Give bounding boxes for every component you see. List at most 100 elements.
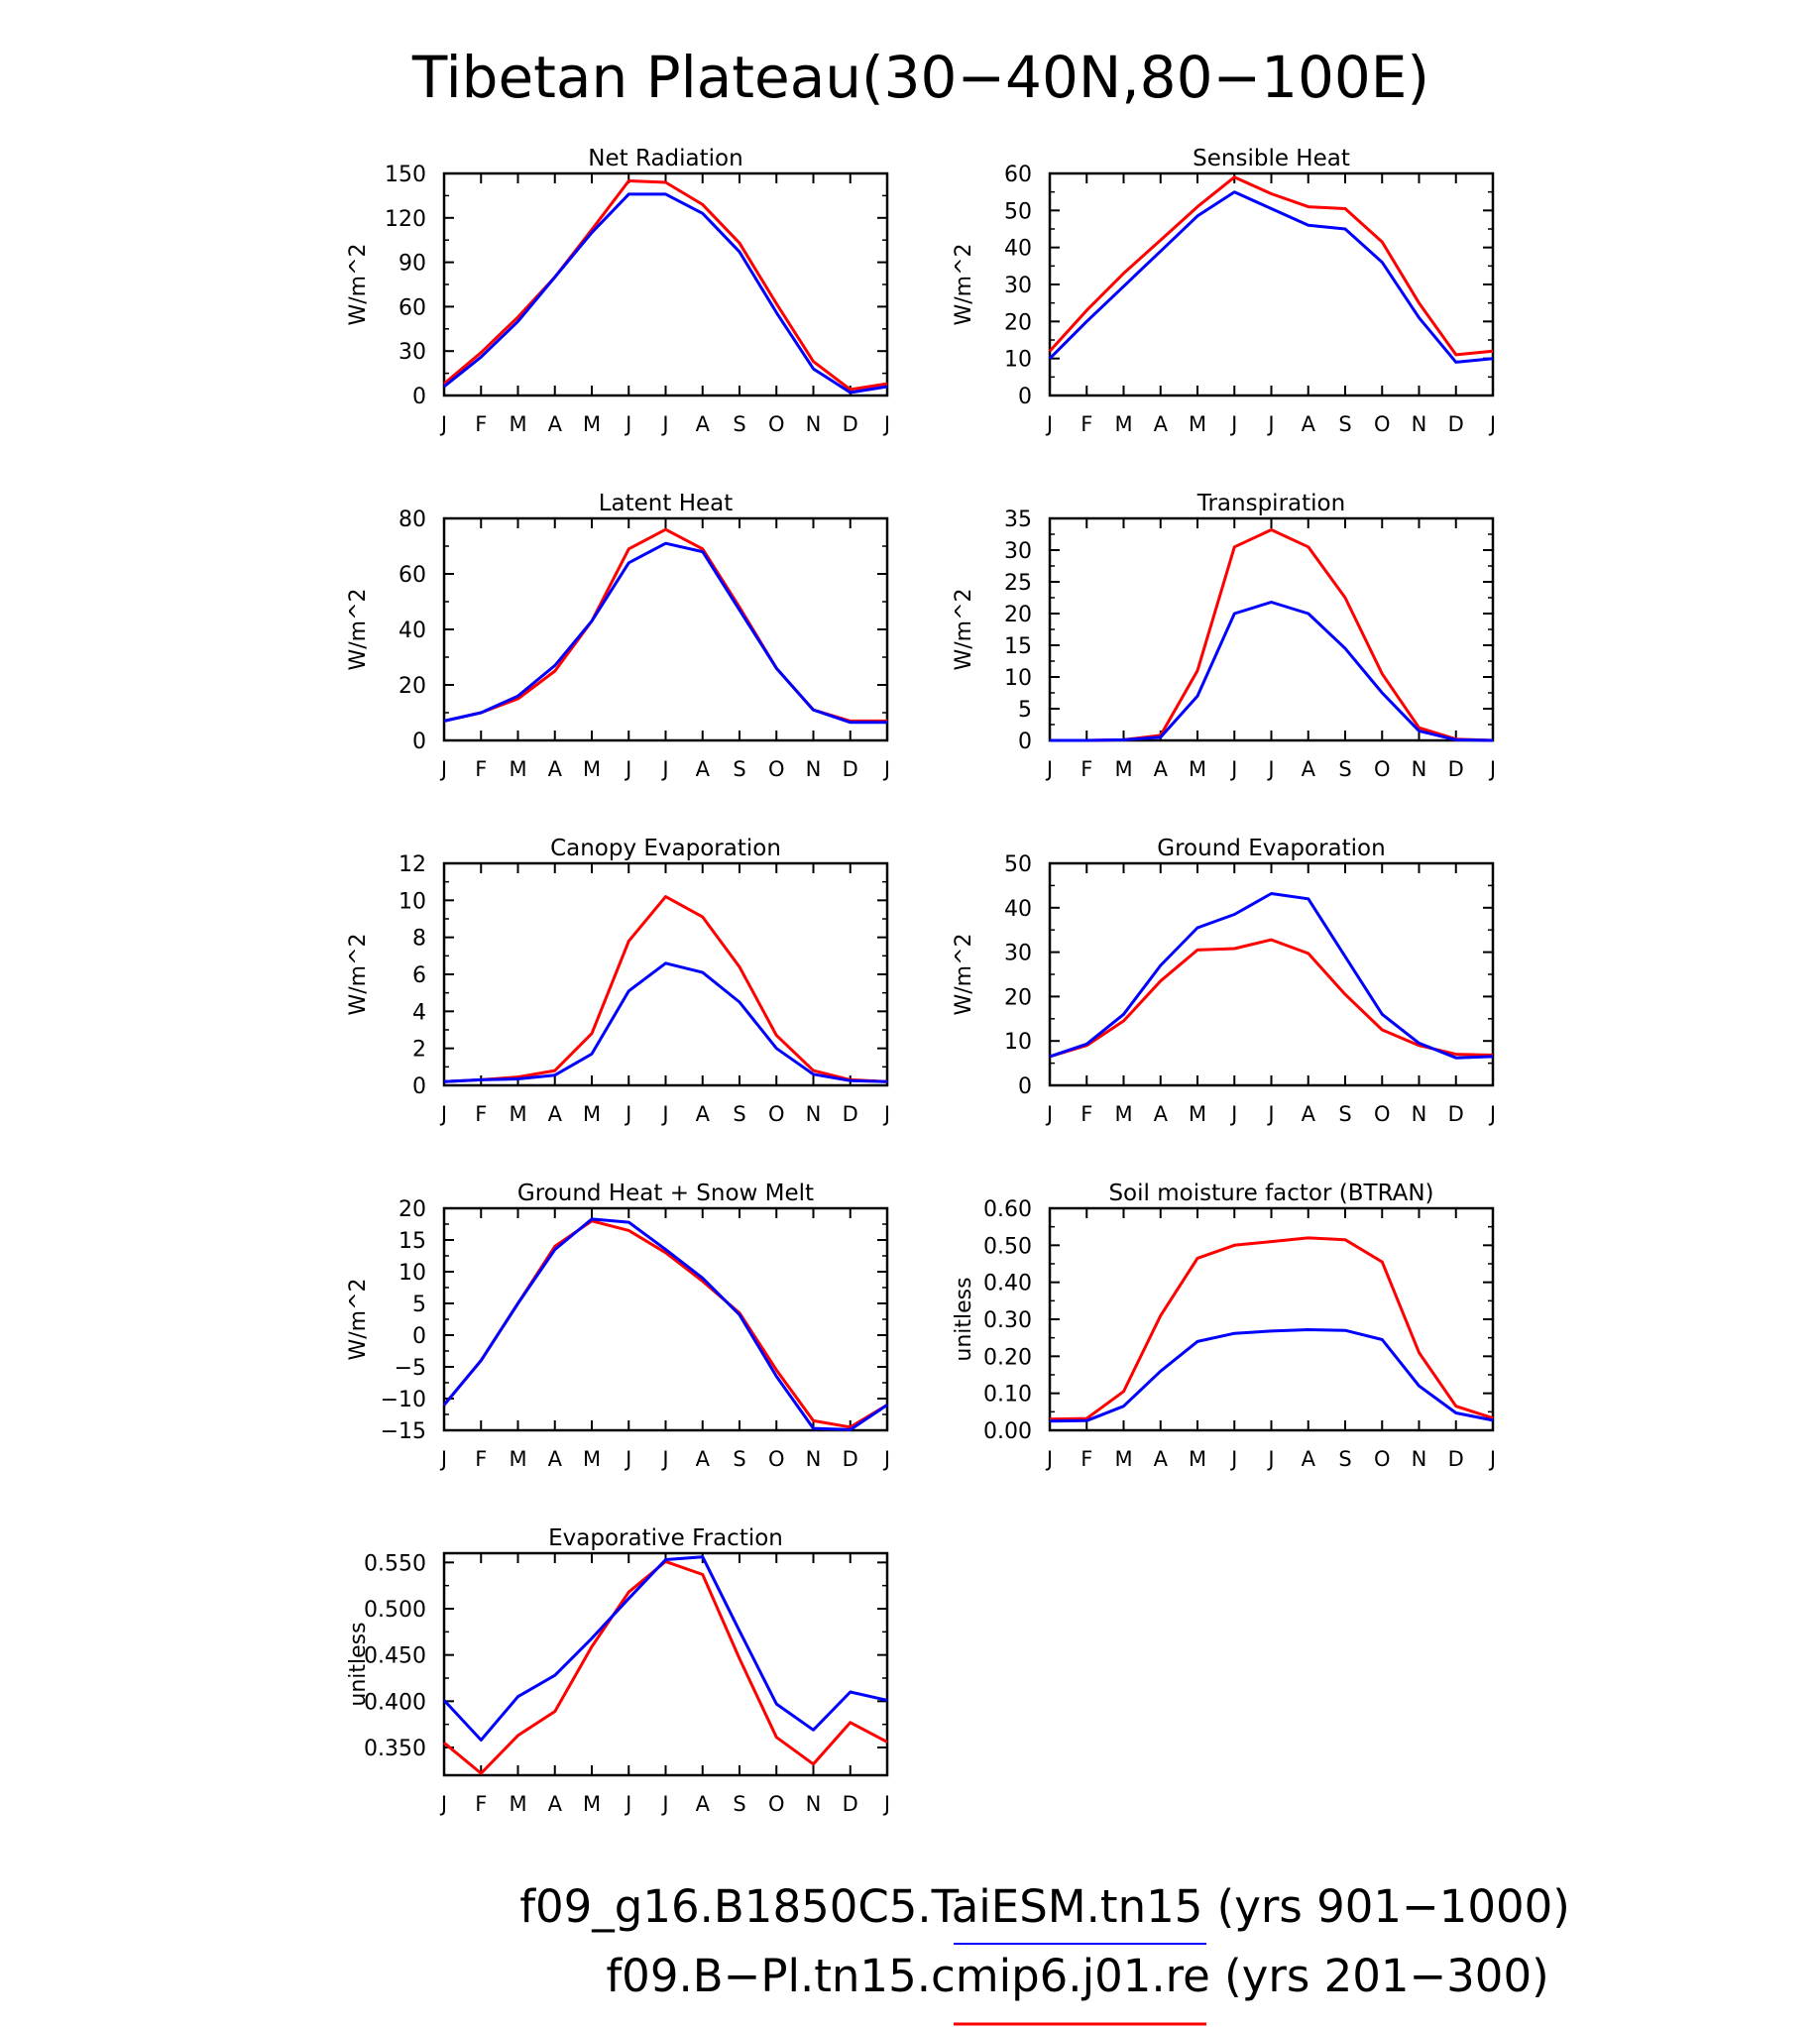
y-tick-label: 60 [398, 295, 426, 320]
y-tick-label: 5 [412, 1293, 426, 1317]
y-tick-label: 150 [385, 163, 426, 187]
panel-title: Evaporative Fraction [548, 1525, 783, 1551]
panel-title: Canopy Evaporation [550, 836, 781, 861]
x-tick-label: A [1302, 1102, 1316, 1126]
x-tick-label: M [1114, 412, 1132, 436]
y-tick-label: 35 [1004, 507, 1032, 532]
x-tick-label: M [1189, 412, 1206, 436]
x-tick-label: A [696, 412, 711, 436]
y-tick-label: 4 [412, 1000, 426, 1025]
x-tick-label: D [1448, 1447, 1464, 1471]
y-tick-label: 20 [398, 1197, 426, 1222]
x-tick-label: D [843, 1792, 858, 1816]
y-tick-label: 40 [398, 619, 426, 643]
x-tick-label: M [583, 1102, 601, 1126]
series-line-taiesm [1050, 601, 1494, 742]
x-tick-label: A [696, 757, 711, 781]
plot-frame [1048, 516, 1495, 742]
y-tick-label: 2 [412, 1038, 426, 1063]
series-line-cmip6 [443, 527, 887, 723]
series-line-taiesm [443, 541, 887, 725]
x-tick-label: S [733, 1102, 745, 1126]
y-tick-label: 0 [412, 730, 426, 754]
y-tick-label: 10 [1004, 1030, 1032, 1055]
x-tick-label: N [1412, 1102, 1427, 1126]
x-tick-label: J [882, 412, 890, 436]
y-tick-label: 15 [1004, 634, 1032, 659]
y-tick-label: 0.50 [983, 1234, 1032, 1259]
series-line-taiesm [1049, 892, 1494, 1060]
x-tick-label: A [1154, 1447, 1169, 1471]
y-axis-label: W/m^2 [346, 243, 371, 325]
x-tick-label: J [660, 1792, 668, 1816]
x-tick-label: J [1266, 757, 1274, 781]
y-tick-label: 10 [1004, 348, 1032, 373]
y-tick-label: 12 [398, 852, 426, 877]
x-tick-label: O [1374, 1447, 1391, 1471]
x-tick-label: J [624, 1102, 631, 1126]
y-tick-label: 0 [1018, 385, 1032, 409]
y-tick-label: 60 [398, 563, 426, 588]
y-tick-label: 0.40 [983, 1272, 1032, 1296]
series-line-cmip6 [1049, 938, 1494, 1059]
x-tick-label: O [768, 757, 785, 781]
x-tick-label: J [882, 757, 890, 781]
x-tick-label: J [1266, 1447, 1274, 1471]
x-tick-label: A [1154, 1102, 1169, 1126]
x-tick-label: D [843, 757, 858, 781]
y-tick-label: 90 [398, 252, 426, 277]
x-tick-label: M [1189, 1447, 1206, 1471]
x-tick-label: O [768, 1792, 785, 1816]
y-tick-label: 0.60 [983, 1197, 1032, 1222]
y-tick-label: 8 [412, 927, 426, 952]
y-axis-label: W/m^2 [346, 588, 371, 670]
y-axis-label: W/m^2 [952, 243, 976, 325]
y-tick-label: 0.350 [364, 1737, 426, 1761]
x-tick-label: F [1081, 757, 1092, 781]
series-line-cmip6 [443, 179, 888, 392]
x-tick-label: M [509, 1447, 526, 1471]
x-tick-label: J [660, 412, 668, 436]
x-tick-label: J [624, 412, 631, 436]
x-tick-label: M [583, 1792, 601, 1816]
y-tick-label: −5 [395, 1356, 426, 1381]
plot-frame [442, 1206, 889, 1432]
y-tick-label: 30 [1004, 274, 1032, 298]
y-tick-label: 0 [412, 385, 426, 409]
x-tick-label: F [475, 1447, 487, 1471]
x-tick-label: J [439, 1792, 447, 1816]
x-tick-label: F [475, 757, 487, 781]
legend-label-cmip6: f09.B−Pl.tn15.cmip6.j01.re (yrs 201−300) [606, 1950, 1548, 2002]
series-line-cmip6 [1050, 528, 1494, 742]
series-line-cmip6 [1049, 1236, 1494, 1421]
x-tick-label: F [1081, 1447, 1092, 1471]
y-tick-label: 60 [1004, 163, 1032, 187]
x-tick-label: N [806, 1102, 822, 1126]
panel-title: Transpiration [1196, 491, 1345, 516]
x-tick-label: A [1154, 412, 1169, 436]
x-tick-label: A [696, 1447, 711, 1471]
plot-frame [1048, 861, 1495, 1087]
legend: f09_g16.B1850C5.TaiESM.tn15 (yrs 901−100… [519, 1880, 1570, 2026]
x-tick-label: M [583, 757, 601, 781]
series-line-taiesm [442, 1217, 888, 1431]
y-tick-label: 0.550 [364, 1551, 426, 1576]
series-line-taiesm [443, 961, 888, 1083]
x-tick-label: A [548, 1102, 563, 1126]
x-tick-label: J [882, 1792, 890, 1816]
y-tick-label: 10 [1004, 666, 1032, 691]
x-tick-label: F [475, 1102, 487, 1126]
x-tick-label: D [843, 1447, 858, 1471]
x-tick-label: S [733, 1792, 745, 1816]
x-tick-label: A [1302, 757, 1316, 781]
x-tick-label: F [475, 412, 487, 436]
y-tick-label: 30 [398, 340, 426, 365]
x-tick-label: M [583, 1447, 601, 1471]
series-line-cmip6 [1048, 175, 1494, 357]
x-tick-label: O [1374, 1102, 1391, 1126]
y-tick-label: 0 [1018, 1074, 1032, 1099]
